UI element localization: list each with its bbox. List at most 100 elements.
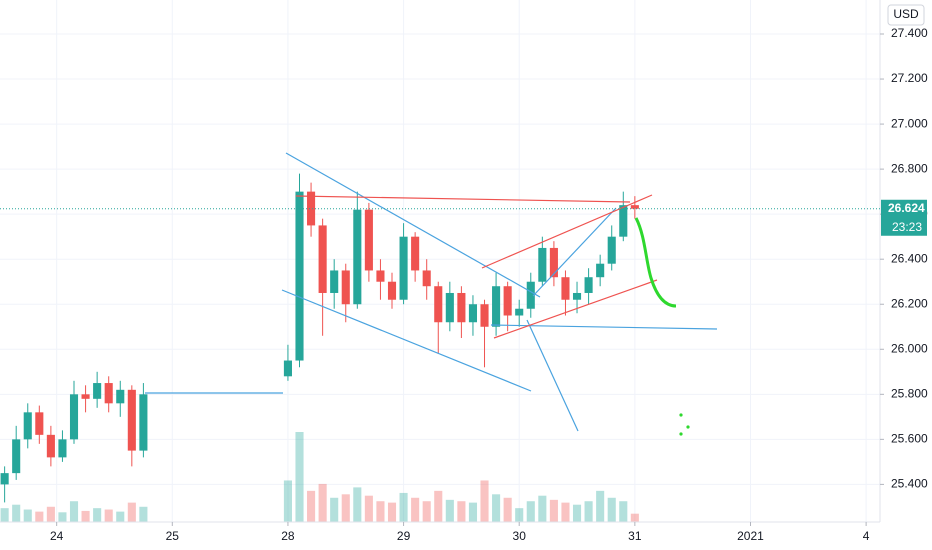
- trend-line: [285, 152, 541, 298]
- trend-line: [526, 319, 579, 432]
- y-tick-label: 26.000: [891, 341, 928, 355]
- candle-body: [445, 292, 454, 323]
- currency: USD: [893, 7, 919, 21]
- volume-bar: [526, 501, 535, 522]
- candle-body: [480, 304, 489, 327]
- x-tick-label: 30: [513, 529, 527, 543]
- candle-body: [127, 389, 136, 451]
- volume-bar: [81, 510, 90, 522]
- candle-body: [295, 191, 304, 361]
- volume-bar: [12, 504, 21, 522]
- volume-bar: [283, 480, 292, 522]
- volume-bar: [630, 513, 639, 522]
- candle-body: [411, 236, 420, 271]
- volume-bar: [58, 512, 67, 522]
- candle-body: [69, 394, 79, 440]
- candle-body: [434, 286, 443, 323]
- trend-line: [481, 194, 653, 269]
- candle-layer: [0, 173, 639, 503]
- volume-bar: [35, 511, 44, 522]
- volume-bar: [480, 480, 489, 522]
- y-tick-label: 26.400: [891, 251, 928, 265]
- x-tick-label: 4: [863, 529, 870, 543]
- y-tick-label: 25.400: [891, 477, 928, 491]
- candle-body: [81, 394, 90, 399]
- volume-bar: [0, 508, 9, 522]
- volume-bar: [364, 495, 373, 522]
- volume-bar: [399, 492, 408, 522]
- candle-body: [93, 383, 102, 399]
- candle-body: [572, 292, 582, 300]
- candle-body: [58, 439, 67, 458]
- volume-bar: [411, 497, 420, 522]
- trend-line: [493, 279, 658, 339]
- volume-bar: [127, 502, 136, 522]
- currency-box: [887, 4, 925, 26]
- y-tick-label: 26.200: [891, 296, 928, 310]
- candle-body: [561, 277, 570, 300]
- volume-bar: [422, 501, 431, 522]
- trend-line: [532, 207, 617, 297]
- volume-bar: [457, 501, 466, 522]
- trend-line: [295, 195, 631, 203]
- candle-body: [23, 412, 32, 440]
- volume-bar: [104, 509, 113, 522]
- x-tick-label: 25: [166, 529, 180, 543]
- volume-bar: [561, 502, 570, 522]
- candle-body: [457, 292, 466, 323]
- volume-bar: [607, 497, 616, 522]
- candle-body: [307, 191, 316, 226]
- axes: 25.400 25.600 25.800 26.000 26.200 26.400 26.6…: [0, 26, 928, 543]
- candle-body: [353, 209, 362, 305]
- volume-bar: [538, 495, 547, 522]
- volume-bar: [619, 501, 628, 522]
- candle-body: [549, 247, 558, 278]
- volume-bar: [376, 501, 385, 522]
- candle-body: [515, 308, 524, 316]
- candle-body: [330, 270, 339, 293]
- volume-bar: [318, 483, 327, 522]
- candle-body: [387, 281, 397, 300]
- candle-body: [341, 270, 350, 305]
- volume-bar: [445, 499, 454, 522]
- x-tick-label: 2021: [737, 529, 764, 543]
- x-tick-label: 28: [281, 529, 295, 543]
- volume-bar: [503, 497, 512, 522]
- volume-bar: [69, 501, 79, 522]
- candle-body: [492, 286, 501, 327]
- candle-body: [0, 473, 9, 485]
- volume-bar: [23, 509, 32, 522]
- y-tick-label: 27.400: [891, 26, 928, 40]
- dot: [679, 413, 683, 417]
- candle-body: [584, 277, 593, 293]
- countdown: 23:23: [892, 220, 922, 234]
- candle-body: [538, 247, 547, 282]
- y-tick-label: 27.200: [891, 71, 928, 85]
- drawings: [145, 152, 718, 436]
- volume-bar: [515, 508, 524, 522]
- volume-bar: [353, 487, 362, 522]
- candle-body: [399, 236, 408, 300]
- last-price-box: [881, 199, 927, 236]
- last-price-label: 26.624: [888, 201, 925, 215]
- volume-bar: [492, 494, 501, 522]
- x-tick-label: 29: [397, 529, 411, 543]
- volume-bar: [330, 497, 339, 522]
- candle-body: [12, 439, 21, 474]
- candle-body: [104, 383, 113, 404]
- candle-body: [46, 434, 55, 458]
- candle-body: [139, 394, 148, 451]
- y-tick-label: 25.800: [891, 386, 928, 400]
- trend-line: [281, 289, 532, 392]
- candle-body: [503, 286, 512, 316]
- candle-body: [116, 389, 125, 404]
- candle-body: [468, 304, 478, 323]
- volume-layer: [0, 432, 639, 522]
- candle-body: [596, 263, 605, 278]
- volume-bar: [307, 490, 316, 522]
- candle-body: [630, 205, 639, 209]
- projection-curve: [634, 217, 677, 308]
- x-tick-label: 24: [50, 529, 64, 543]
